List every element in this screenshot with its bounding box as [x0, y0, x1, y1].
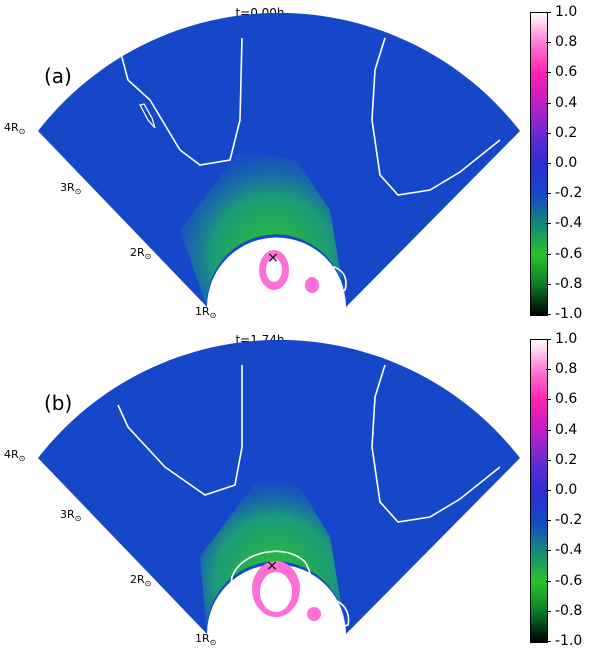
colorbar-tick-mark — [546, 610, 551, 612]
colorbar-tick-mark — [546, 399, 551, 401]
contour-left — [117, 365, 243, 496]
colorbar-tick-mark — [546, 132, 551, 134]
colorbar-a — [530, 12, 548, 316]
colorbar-tick-label: 0.8 — [555, 34, 578, 51]
colorbar-tick-label: 0.4 — [555, 421, 578, 438]
colorbar-tick-label: 0.2 — [555, 124, 578, 141]
contour-left — [119, 37, 243, 166]
radial-label-2r: 2R⊙ — [130, 246, 152, 262]
colorbar-tick-label: -0.6 — [555, 572, 583, 589]
colorbar-tick-label: 0.2 — [555, 451, 578, 468]
panel-a-label: (a) — [44, 64, 72, 88]
contour-small — [139, 103, 156, 129]
radial-label-1r: 1R⊙ — [195, 632, 217, 648]
colorbar-tick-mark — [546, 42, 551, 44]
colorbar-tick-mark — [546, 253, 551, 255]
radial-label-2r: 2R⊙ — [130, 573, 152, 589]
colorbar-tick-mark — [546, 550, 551, 552]
colorbar-tick-label: 0.8 — [555, 361, 578, 378]
panel-a: t=0.00h × (a) 4R⊙ 3R⊙ 2R⊙ 1R⊙ — [4, 6, 520, 321]
colorbar-tick-mark — [546, 520, 551, 522]
colorbar-tick-label: -0.2 — [555, 512, 583, 529]
colorbar-tick-mark — [546, 193, 551, 195]
colorbar-tick-mark — [546, 459, 551, 461]
radial-label-1r: 1R⊙ — [195, 305, 217, 321]
green-region — [200, 477, 345, 634]
source-marker: × — [267, 250, 279, 266]
radial-label-3r: 3R⊙ — [60, 181, 82, 197]
colorbar-tick-label: 0.4 — [555, 94, 578, 111]
colorbar-tick-mark — [546, 580, 551, 582]
colorbar-tick-label: 1.0 — [555, 331, 578, 347]
colorbar-tick-label: 0.6 — [555, 391, 578, 408]
source-marker: × — [266, 558, 278, 574]
colorbar-tick-label: -0.8 — [555, 602, 583, 619]
bright-core — [266, 258, 282, 282]
colorbar-tick-mark — [546, 339, 551, 340]
bright-core — [260, 572, 292, 612]
radial-label-4r: 4R⊙ — [4, 121, 26, 137]
colorbar-tick-label: -0.8 — [555, 275, 583, 292]
radial-label-3r: 3R⊙ — [60, 508, 82, 524]
contour-inner — [239, 245, 347, 297]
contour-right — [371, 37, 501, 196]
panel-b-map: × — [38, 339, 520, 634]
colorbar-tick-label: -0.2 — [555, 185, 583, 202]
colorbar-b — [530, 339, 548, 643]
colorbar-tick-mark — [546, 283, 551, 285]
colorbar-tick-label: 0.0 — [555, 482, 578, 498]
colorbar-tick-label: -1.0 — [555, 306, 583, 322]
colorbar-tick-mark — [546, 223, 551, 225]
colorbar-tick-label: -0.4 — [555, 542, 583, 559]
green-region — [180, 150, 345, 307]
colorbar-tick-mark — [546, 314, 551, 315]
panel-b: t=1.74h × (b) 4R⊙ 3R⊙ 2R⊙ 1R⊙ — [0, 327, 600, 654]
colorbar-tick-label: -0.6 — [555, 245, 583, 262]
contour-right — [371, 364, 501, 523]
colorbar-tick-label: 0.6 — [555, 64, 578, 81]
radial-label-4r: 4R⊙ — [4, 448, 26, 464]
panel-a-map: × — [38, 12, 520, 307]
colorbar-tick-mark — [546, 490, 551, 491]
colorbar-tick-mark — [546, 102, 551, 104]
bright-region-2 — [307, 607, 321, 621]
colorbar-tick-label: -0.4 — [555, 215, 583, 232]
colorbar-tick-mark — [546, 163, 551, 164]
colorbar-tick-mark — [546, 429, 551, 431]
colorbar-tick-mark — [546, 12, 551, 13]
contour-inner — [230, 550, 350, 631]
panel-b-label: (b) — [44, 391, 73, 415]
colorbar-tick-mark — [546, 72, 551, 74]
bright-region-2 — [305, 277, 319, 293]
colorbar-tick-mark — [546, 641, 551, 642]
colorbar-tick-label: 0.0 — [555, 155, 578, 171]
colorbar-tick-label: -1.0 — [555, 633, 583, 649]
colorbar-tick-label: 1.0 — [555, 4, 578, 20]
colorbar-tick-mark — [546, 369, 551, 371]
